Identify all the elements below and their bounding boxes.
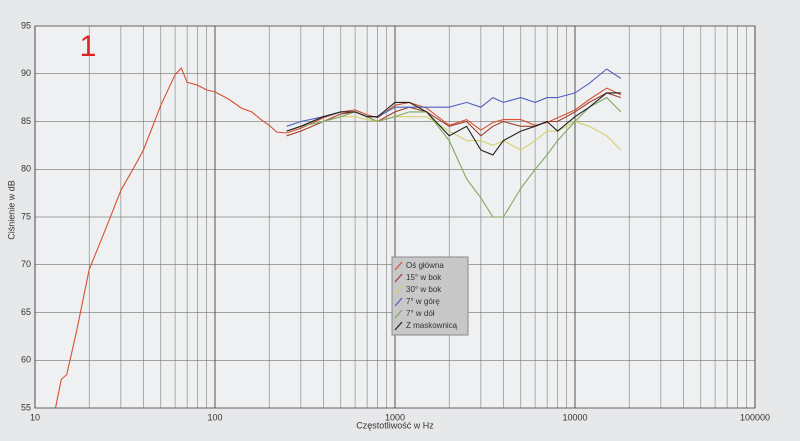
series-line	[286, 96, 622, 218]
y-axis-label: Ciśnienie w dB	[6, 180, 16, 240]
y-tick-label: 60	[21, 355, 31, 365]
legend-swatch	[394, 261, 403, 271]
y-tick-label: 85	[21, 116, 31, 126]
y-tick-label: 70	[21, 259, 31, 269]
legend-swatch	[394, 285, 403, 295]
legend-label: Oś główna	[406, 261, 444, 270]
series-line	[54, 66, 622, 409]
series-line	[286, 92, 622, 137]
legend-swatch	[394, 273, 403, 283]
legend-swatch	[394, 309, 403, 319]
series-line	[286, 92, 621, 156]
x-tick-label: 1000	[385, 412, 405, 422]
x-axis-label: Częstotliwość w Hz	[356, 420, 434, 430]
x-tick-label: 100	[207, 412, 222, 422]
legend-label: 7° w górę	[406, 297, 440, 306]
x-tick-label: 10	[30, 412, 40, 422]
y-tick-label: 65	[21, 307, 31, 317]
legend-swatch	[394, 297, 403, 307]
legend-box	[391, 256, 469, 336]
x-tick-label: 10000	[562, 412, 587, 422]
legend-label: 15° w bok	[406, 273, 442, 282]
y-tick-label: 80	[21, 164, 31, 174]
legend-label: Z maskownicą	[406, 321, 458, 330]
legend-label: 7° w dół	[406, 309, 435, 318]
annotation: 1	[80, 30, 97, 63]
y-tick-label: 90	[21, 68, 31, 78]
legend-label: 30° w bok	[406, 285, 442, 294]
series-line	[286, 116, 622, 151]
legend-swatch	[394, 321, 403, 331]
y-tick-label: 95	[21, 20, 31, 30]
y-tick-label: 75	[21, 211, 31, 221]
y-tick-label: 55	[21, 402, 31, 412]
x-tick-label: 100000	[740, 412, 770, 422]
